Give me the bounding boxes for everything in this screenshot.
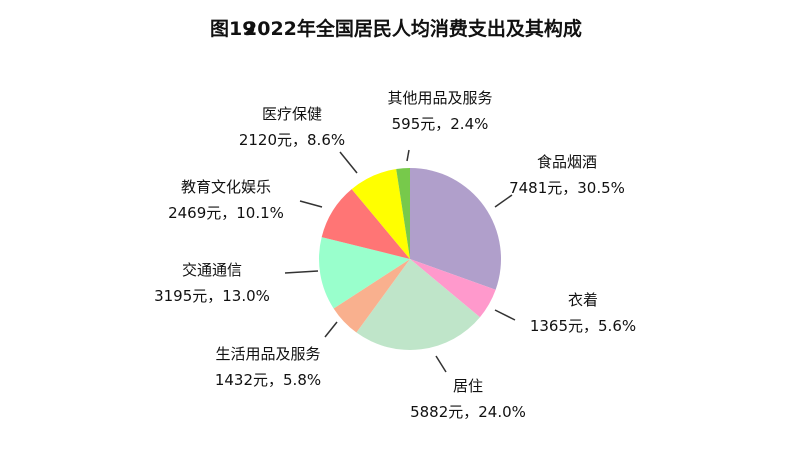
- figure-number: 图19: [210, 18, 255, 40]
- pie-slice-2: [356, 259, 480, 350]
- slice-value-label: 3195元，13.0%: [154, 287, 270, 305]
- slice-value-label: 1365元，5.6%: [530, 317, 636, 335]
- leader-line: [299, 200, 323, 208]
- slice-value-label: 595元，2.4%: [392, 115, 489, 133]
- leader-line: [435, 355, 447, 373]
- slice-label: 交通通信: [182, 261, 242, 279]
- slice-label: 衣着: [568, 291, 598, 309]
- slice-value-label: 2120元，8.6%: [239, 131, 345, 149]
- slice-value-label: 5882元，24.0%: [410, 403, 526, 421]
- slice-value-label: 2469元，10.1%: [168, 204, 284, 222]
- slice-label: 医疗保健: [262, 105, 322, 123]
- pie-slice-1: [410, 259, 496, 318]
- leader-line: [494, 194, 513, 208]
- pie-slice-7: [396, 168, 410, 259]
- slice-label: 教育文化娱乐: [181, 178, 271, 196]
- slice-value-label: 1432元，5.8%: [215, 371, 321, 389]
- slice-label: 食品烟酒: [537, 153, 597, 171]
- pie-slice-4: [319, 237, 410, 309]
- leader-line: [324, 321, 338, 338]
- slice-label: 生活用品及服务: [215, 345, 320, 363]
- slice-value-label: 7481元，30.5%: [509, 179, 625, 197]
- slice-label: 居住: [453, 377, 483, 395]
- slice-label: 其他用品及服务: [387, 89, 492, 107]
- leader-line: [406, 149, 410, 162]
- chart-title: 2022年全国居民人均消费支出及其构成: [244, 17, 582, 40]
- pie-slice-6: [351, 169, 410, 259]
- leader-line: [494, 309, 516, 321]
- leader-line: [339, 151, 358, 174]
- pie-slice-0: [410, 168, 502, 290]
- leader-line: [284, 270, 319, 274]
- pie-slice-5: [321, 189, 410, 259]
- pie-slice-3: [333, 259, 410, 333]
